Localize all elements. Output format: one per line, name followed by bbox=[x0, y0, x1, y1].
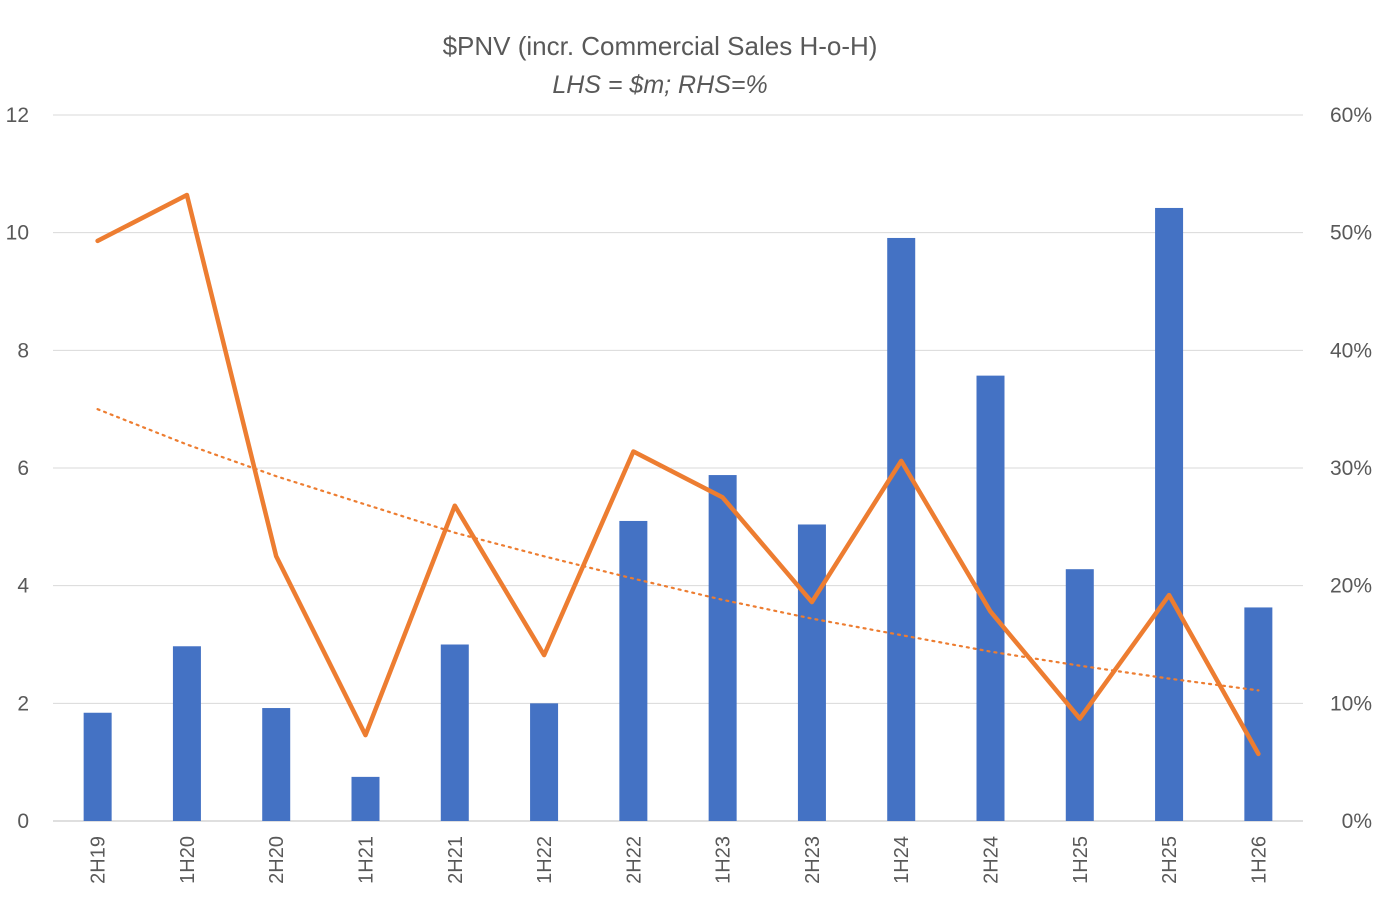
right-axis-tick-label: 50% bbox=[1330, 222, 1372, 245]
bar bbox=[262, 708, 291, 821]
x-axis-tick-label: 2H20 bbox=[266, 836, 288, 884]
chart-subtitle: LHS = $m; RHS=% bbox=[552, 71, 767, 99]
chart-title: $PNV (incr. Commercial Sales H-o-H) bbox=[443, 31, 878, 61]
bar bbox=[440, 644, 469, 821]
x-axis-tick-label: 1H22 bbox=[534, 836, 556, 884]
growth-line bbox=[95, 192, 1261, 757]
x-axis-tick-label: 2H19 bbox=[88, 836, 110, 884]
bar bbox=[708, 475, 737, 821]
left-axis-tick-label: 12 bbox=[6, 104, 29, 127]
bar bbox=[172, 646, 201, 821]
right-axis-tick-label: 30% bbox=[1330, 457, 1372, 480]
bar-series bbox=[83, 207, 1273, 821]
bar bbox=[351, 776, 380, 821]
left-axis-tick-label: 8 bbox=[17, 339, 29, 362]
bar bbox=[1065, 569, 1094, 821]
left-axis-tick-label: 2 bbox=[17, 692, 29, 715]
right-axis-tick-label: 0% bbox=[1342, 810, 1372, 833]
bar bbox=[887, 237, 916, 821]
left-axis-tick-label: 0 bbox=[17, 810, 29, 833]
bar bbox=[797, 524, 826, 821]
right-axis-tick-label: 20% bbox=[1330, 575, 1372, 598]
right-axis-tick-label: 60% bbox=[1330, 104, 1372, 127]
x-axis-tick-label: 1H26 bbox=[1248, 836, 1270, 884]
left-axis-tick-label: 6 bbox=[17, 457, 29, 480]
left-axis-tick-label: 4 bbox=[17, 575, 29, 598]
x-axis-tick-label: 1H21 bbox=[356, 836, 378, 884]
bar bbox=[530, 703, 559, 821]
x-axis-tick-label: 2H24 bbox=[981, 836, 1003, 884]
right-axis-tick-label: 40% bbox=[1330, 339, 1372, 362]
x-axis-tick-label: 2H23 bbox=[802, 836, 824, 884]
x-axis-tick-label: 1H24 bbox=[891, 836, 913, 884]
x-axis-tick-label: 1H20 bbox=[177, 836, 199, 884]
x-axis-tick-label: 2H25 bbox=[1159, 836, 1181, 884]
x-axis-tick-label: 1H23 bbox=[713, 836, 735, 884]
line-series bbox=[95, 192, 1261, 757]
bar bbox=[1244, 607, 1273, 821]
bar bbox=[83, 712, 112, 821]
x-axis-ticks: 2H19 1H20 2H20 1H21 2H21 1H22 2H22 1H23 2H23 1H24… bbox=[88, 836, 1271, 884]
right-axis-tick-label: 10% bbox=[1330, 692, 1372, 715]
left-axis-tick-label: 10 bbox=[6, 222, 29, 245]
x-axis-tick-label: 2H21 bbox=[445, 836, 467, 884]
left-axis-ticks: 0 2 4 6 8 10 12 bbox=[6, 104, 30, 833]
trend-line bbox=[96, 408, 1260, 692]
x-axis-tick-label: 2H22 bbox=[623, 836, 645, 884]
bar bbox=[1155, 207, 1184, 821]
x-axis-tick-label: 1H25 bbox=[1070, 836, 1092, 884]
bar bbox=[619, 520, 648, 821]
right-axis-ticks: 0% 10% 20% 30% 40% 50% 60% bbox=[1330, 104, 1372, 833]
gridlines bbox=[53, 114, 1303, 822]
